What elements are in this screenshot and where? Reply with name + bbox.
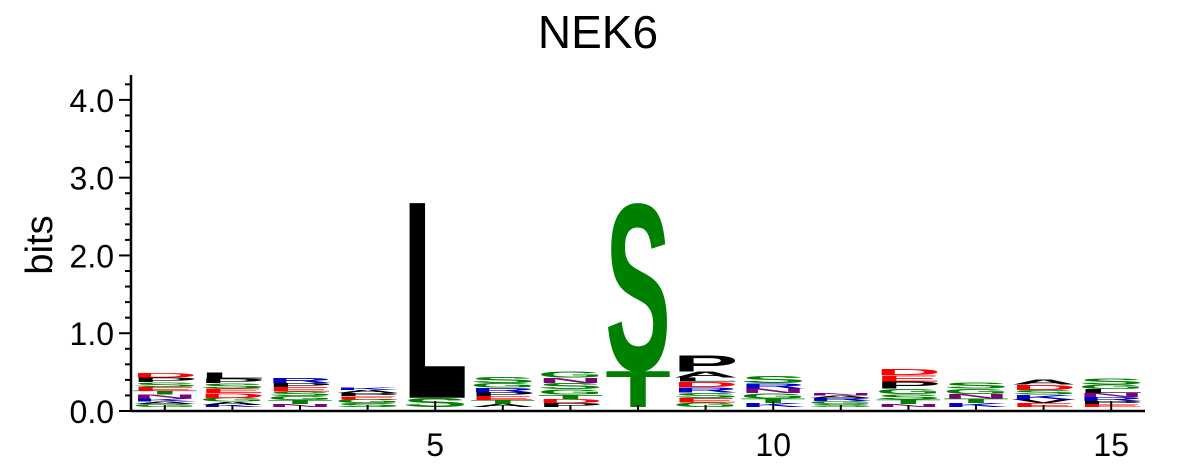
y-tick-label: 4.0 [70, 83, 114, 119]
logo-column-14: EVKSDA [1011, 378, 1077, 409]
logo-letter: G [943, 387, 1009, 395]
logo-letter: D [132, 372, 198, 379]
logo-letter: S [470, 375, 536, 385]
logo-letter: L [673, 377, 739, 383]
logo-column-13: KTNGS [943, 381, 1009, 409]
y-tick-label: 1.0 [70, 316, 114, 352]
y-tick-label: 2.0 [70, 238, 114, 274]
logo-letter: G [808, 400, 874, 405]
logo-column-8: TS [605, 154, 671, 421]
logo-letter: A [132, 401, 198, 405]
logo-letter: G [538, 370, 604, 380]
logo-letter: N [132, 394, 198, 400]
logo-letter: D [673, 380, 739, 388]
logo-letter: A [808, 395, 874, 399]
logo-letter: L [200, 371, 266, 381]
logo-letter: S [876, 393, 942, 401]
logo-letter: D [876, 367, 942, 377]
logo-letter: A [335, 389, 401, 394]
logo-letter: E [335, 395, 401, 400]
logo-letter: S [538, 381, 604, 391]
logo-letter: E [876, 374, 942, 384]
logo-letter: D [1011, 383, 1077, 391]
logo-column-1: GAKNTESPD [132, 372, 198, 408]
y-tick-label: 3.0 [70, 161, 114, 197]
logo-letter: E [267, 386, 333, 393]
logo-letter: E [673, 397, 739, 404]
logo-letter: G [335, 398, 401, 404]
logo-letter: K [335, 387, 401, 391]
logo-letter: T [876, 398, 942, 405]
logo-column-3: NTGSEPR [267, 376, 333, 408]
logo-column-7: PDTGSNG [538, 370, 604, 409]
logo-letter: S [200, 382, 266, 390]
logo-letter: P [132, 376, 198, 383]
x-tick-label: 15 [1093, 427, 1129, 463]
logo-letter: R [1078, 396, 1144, 402]
logo-letter: A [673, 370, 739, 380]
logo-letter: N [808, 393, 874, 397]
logo-letter: P [200, 377, 266, 384]
logo-column-2: KAGDESPL [200, 371, 266, 408]
logo-letter: L [1078, 388, 1144, 394]
logo-letter: E [470, 395, 536, 401]
logo-letter: S [267, 390, 333, 397]
logo-letter: R [673, 386, 739, 394]
logo-letter: S [740, 374, 806, 385]
logo-letter: P [267, 382, 333, 388]
logo-letter: R [808, 397, 874, 402]
logo-letter: R [470, 386, 536, 393]
x-tick-label: 10 [755, 427, 791, 463]
logo-letter: T [470, 399, 536, 405]
logo-letter: S [605, 154, 671, 421]
logo-letter: V [1011, 398, 1076, 404]
logo-letter: S [132, 381, 198, 388]
logo-letter: N [943, 393, 1009, 400]
logo-letter: P [470, 391, 536, 397]
logo-letter: N [740, 387, 806, 394]
logo-letter: T [132, 390, 198, 396]
logo-letter: S [943, 381, 1009, 391]
y-axis: 0.0 1.0 2.0 3.0 4.0 [70, 75, 133, 430]
x-tick-label: 5 [426, 427, 444, 463]
y-axis-label: bits [19, 215, 61, 274]
logo-letter: S [1078, 377, 1144, 387]
logo-letter: K [1011, 393, 1077, 400]
logo-letter: A [200, 401, 266, 406]
logo-letter: K [132, 398, 198, 403]
logo-letter: S [1011, 389, 1077, 396]
logo-letter: G [876, 387, 942, 395]
logo-letter: N [1078, 392, 1144, 398]
logo-letter: G [1078, 383, 1144, 390]
logo-letter: R [267, 376, 333, 384]
x-axis: 5 10 15 [131, 401, 1145, 463]
logo-letter: G [470, 382, 536, 389]
logo-letter: T [538, 394, 604, 401]
logo-letter: S [673, 391, 739, 399]
chart-title: NEK6 [538, 6, 658, 58]
logo-letter: P [673, 351, 739, 376]
logo-letter: E [200, 387, 266, 394]
logo-letter: G [200, 397, 266, 403]
logo-letter: A [1011, 378, 1077, 386]
logo-letter: N [538, 376, 604, 384]
y-tick-label: 0.0 [70, 394, 114, 430]
logo-letter: E [132, 386, 198, 392]
logo-letter: P [335, 392, 401, 397]
logo-letter: T [943, 397, 1009, 404]
logo-letter: G [267, 395, 333, 401]
logo-letter: G [673, 401, 739, 408]
logo-letter: G [538, 388, 604, 396]
logo-letter: G [740, 392, 806, 400]
logo-letter: D [200, 392, 266, 399]
logo-column-6: ATEPRGS [470, 375, 536, 408]
logo-letter: R [740, 382, 806, 390]
logo-letter: D [538, 398, 604, 404]
logo-letter: P [876, 380, 942, 391]
logo-letter: T [267, 399, 333, 405]
